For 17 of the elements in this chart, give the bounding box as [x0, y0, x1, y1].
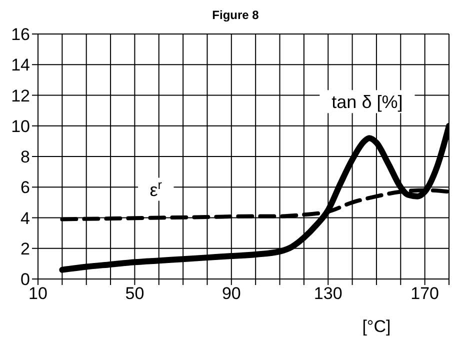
- y-tick-label: 2: [20, 239, 30, 258]
- series-label: ε$^{r}$: [150, 178, 162, 200]
- chart-title: Figure 8: [211, 8, 260, 22]
- y-tick-label: 0: [20, 270, 30, 290]
- x-tick-label: 130: [314, 284, 342, 304]
- y-tick-label: 10: [11, 116, 30, 136]
- x-tick-label: 50: [125, 284, 144, 304]
- x-axis-title: [°C]: [362, 317, 391, 336]
- y-tick-label: 16: [11, 25, 30, 44]
- x-tick-label: 90: [222, 284, 241, 304]
- y-tick-label: 14: [11, 56, 30, 75]
- text: tan δ [%]: [332, 92, 403, 112]
- x-tick-label: 170: [410, 284, 440, 304]
- y-tick-label: 6: [20, 178, 30, 198]
- y-tick-label: 12: [11, 86, 30, 106]
- y-tick-label: 8: [20, 148, 30, 167]
- y-tick-label: 4: [20, 208, 30, 228]
